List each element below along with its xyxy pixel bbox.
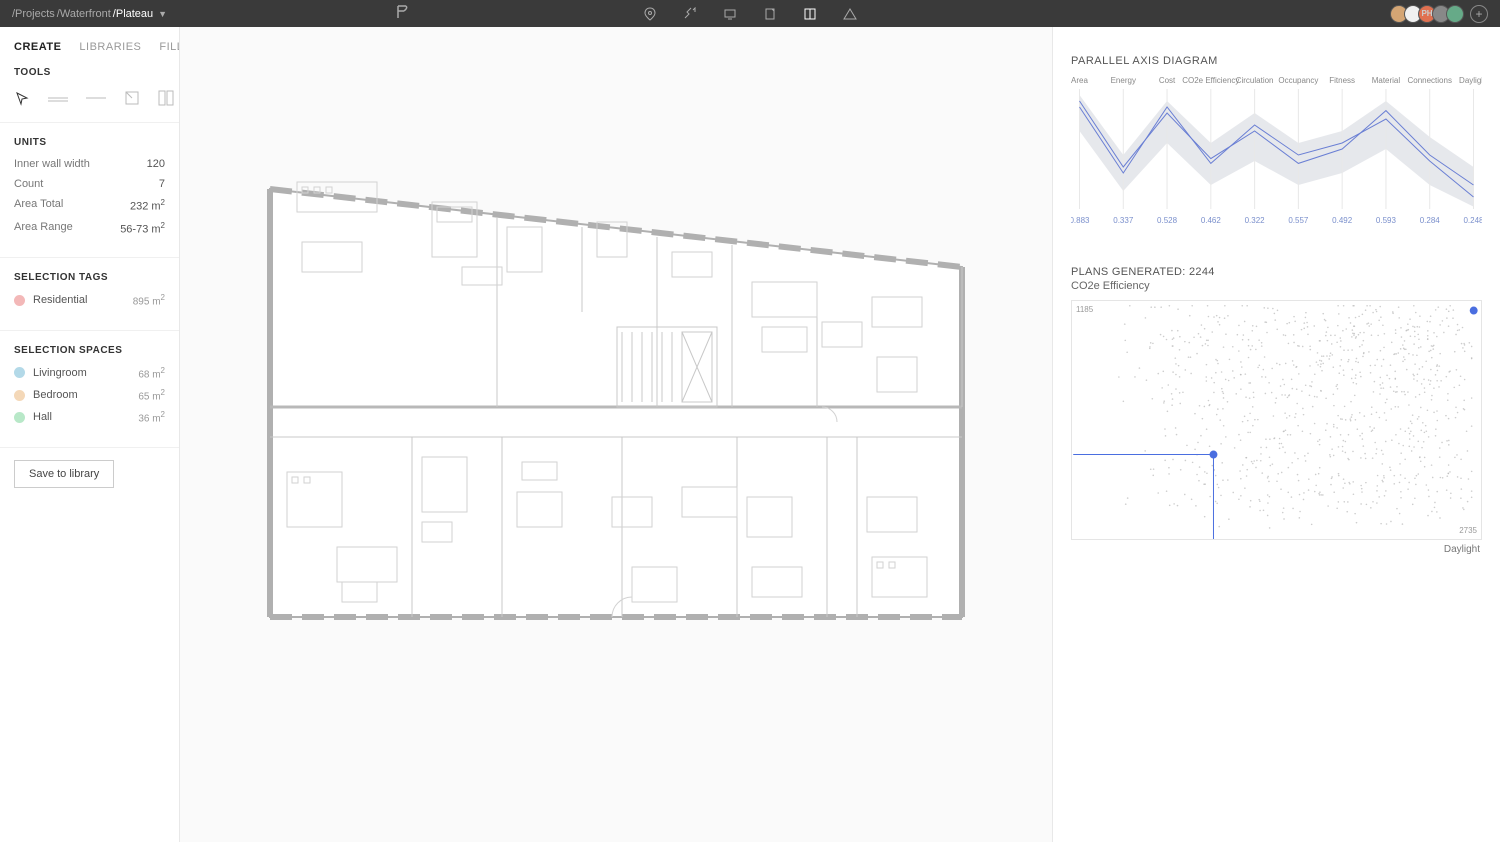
tag-value: 65 m2 bbox=[138, 388, 165, 402]
svg-text:0.528: 0.528 bbox=[1157, 216, 1178, 225]
floorplan[interactable] bbox=[262, 127, 970, 627]
section-spaces: SELECTION SPACES Livingroom 68 m2 Bedroom 6… bbox=[0, 331, 179, 448]
svg-text:Fitness: Fitness bbox=[1329, 76, 1355, 85]
svg-text:Occupancy: Occupancy bbox=[1278, 76, 1318, 85]
color-swatch bbox=[14, 295, 25, 306]
tool-pointer-icon[interactable] bbox=[14, 88, 30, 108]
top-right: PH + bbox=[1394, 5, 1488, 23]
parallel-title: PARALLEL AXIS DIAGRAM bbox=[1071, 55, 1482, 67]
area-total-value: 232 m2 bbox=[130, 198, 165, 213]
svg-text:0.284: 0.284 bbox=[1420, 216, 1441, 225]
tag-row[interactable]: Residential 895 m2 bbox=[14, 293, 165, 307]
svg-text:Connections: Connections bbox=[1407, 76, 1451, 85]
note-icon[interactable] bbox=[763, 7, 777, 21]
area-range-value: 56-73 m2 bbox=[120, 221, 165, 236]
chevron-down-icon[interactable]: ▼ bbox=[158, 9, 167, 19]
layout-icon[interactable] bbox=[803, 7, 817, 21]
inner-wall-label: Inner wall width bbox=[14, 158, 90, 170]
section-tags: SELECTION TAGS Residential 895 m2 bbox=[0, 258, 179, 330]
tab-libraries[interactable]: LIBRARIES bbox=[79, 41, 141, 53]
scatter-title: PLANS GENERATED: 2244 bbox=[1071, 266, 1482, 278]
scatter-xlabel: Daylight bbox=[1071, 544, 1482, 555]
svg-text:0.492: 0.492 bbox=[1332, 216, 1353, 225]
scatter-xright: 2735 bbox=[1459, 526, 1477, 535]
side-tabs: CREATE LIBRARIES FILL bbox=[0, 27, 179, 53]
scatter-plot[interactable]: 1185 2735 bbox=[1071, 300, 1482, 540]
app-logo-icon[interactable] bbox=[395, 4, 411, 23]
parallel-chart[interactable]: Area 0.883 Energy 0.337 Cost 0.528 CO2e Effici… bbox=[1071, 71, 1482, 226]
tags-heading: SELECTION TAGS bbox=[14, 272, 165, 283]
count-value: 7 bbox=[159, 178, 165, 190]
top-center-tools bbox=[643, 7, 857, 21]
svg-text:0.883: 0.883 bbox=[1071, 216, 1090, 225]
breadcrumb[interactable]: /Projects /Waterfront /Plateau ▼ bbox=[12, 8, 167, 20]
tools-heading: TOOLS bbox=[14, 67, 165, 78]
svg-text:CO2e Efficiency: CO2e Efficiency bbox=[1182, 76, 1239, 85]
area-total-label: Area Total bbox=[14, 198, 63, 213]
tool-dash-icon[interactable] bbox=[86, 88, 106, 108]
svg-text:0.557: 0.557 bbox=[1288, 216, 1309, 225]
svg-text:Daylight: Daylight bbox=[1459, 76, 1482, 85]
crumb-plateau[interactable]: /Plateau bbox=[113, 8, 153, 20]
section-units: UNITS Inner wall width 120 Count 7 Area To… bbox=[0, 123, 179, 258]
inner-wall-value: 120 bbox=[147, 158, 165, 170]
svg-text:0.322: 0.322 bbox=[1245, 216, 1266, 225]
svg-text:Cost: Cost bbox=[1159, 76, 1176, 85]
tag-label: Residential bbox=[33, 294, 87, 306]
route-icon[interactable] bbox=[683, 7, 697, 21]
units-heading: UNITS bbox=[14, 137, 165, 148]
count-label: Count bbox=[14, 178, 43, 190]
svg-text:0.593: 0.593 bbox=[1376, 216, 1397, 225]
top-bar: /Projects /Waterfront /Plateau ▼ PH + bbox=[0, 0, 1500, 27]
canvas[interactable] bbox=[180, 27, 1052, 842]
tool-grid-icon[interactable] bbox=[158, 88, 174, 108]
space-row[interactable]: Hall 36 m2 bbox=[14, 410, 165, 424]
area-range-label: Area Range bbox=[14, 221, 73, 236]
tab-fill[interactable]: FILL bbox=[159, 41, 180, 53]
svg-text:Area: Area bbox=[1071, 76, 1088, 85]
pin-icon[interactable] bbox=[643, 7, 657, 21]
space-row[interactable]: Livingroom 68 m2 bbox=[14, 366, 165, 380]
tag-value: 895 m2 bbox=[133, 293, 165, 307]
color-swatch bbox=[14, 367, 25, 378]
svg-text:Material: Material bbox=[1372, 76, 1401, 85]
space-row[interactable]: Bedroom 65 m2 bbox=[14, 388, 165, 402]
color-swatch bbox=[14, 390, 25, 401]
spaces-heading: SELECTION SPACES bbox=[14, 345, 165, 356]
tag-label: Bedroom bbox=[33, 389, 78, 401]
user-avatar[interactable] bbox=[1446, 5, 1464, 23]
tab-create[interactable]: CREATE bbox=[14, 41, 61, 53]
svg-text:0.248: 0.248 bbox=[1463, 216, 1482, 225]
color-swatch bbox=[14, 412, 25, 423]
save-to-library-button[interactable]: Save to library bbox=[14, 460, 114, 488]
warning-icon[interactable] bbox=[843, 7, 857, 21]
crumb-projects[interactable]: /Projects bbox=[12, 8, 55, 20]
scatter-ylabel: CO2e Efficiency bbox=[1071, 280, 1482, 292]
add-user-button[interactable]: + bbox=[1470, 5, 1488, 23]
section-tools: TOOLS bbox=[0, 53, 179, 123]
svg-text:0.337: 0.337 bbox=[1113, 216, 1134, 225]
tag-label: Hall bbox=[33, 411, 52, 423]
svg-text:Energy: Energy bbox=[1111, 76, 1136, 85]
sidebar: CREATE LIBRARIES FILL TOOLS UNITS Inner … bbox=[0, 27, 180, 842]
svg-text:Circulation: Circulation bbox=[1236, 76, 1274, 85]
scatter-ytop: 1185 bbox=[1076, 305, 1093, 314]
tag-value: 36 m2 bbox=[138, 410, 165, 424]
svg-text:0.462: 0.462 bbox=[1201, 216, 1222, 225]
tag-value: 68 m2 bbox=[138, 366, 165, 380]
tool-rect-icon[interactable] bbox=[124, 88, 140, 108]
crumb-waterfront[interactable]: /Waterfront bbox=[57, 8, 111, 20]
right-panel: PARALLEL AXIS DIAGRAM Area 0.883 Energy 0.3… bbox=[1052, 27, 1500, 842]
display-icon[interactable] bbox=[723, 7, 737, 21]
tag-label: Livingroom bbox=[33, 367, 87, 379]
tool-line-icon[interactable] bbox=[48, 88, 68, 108]
